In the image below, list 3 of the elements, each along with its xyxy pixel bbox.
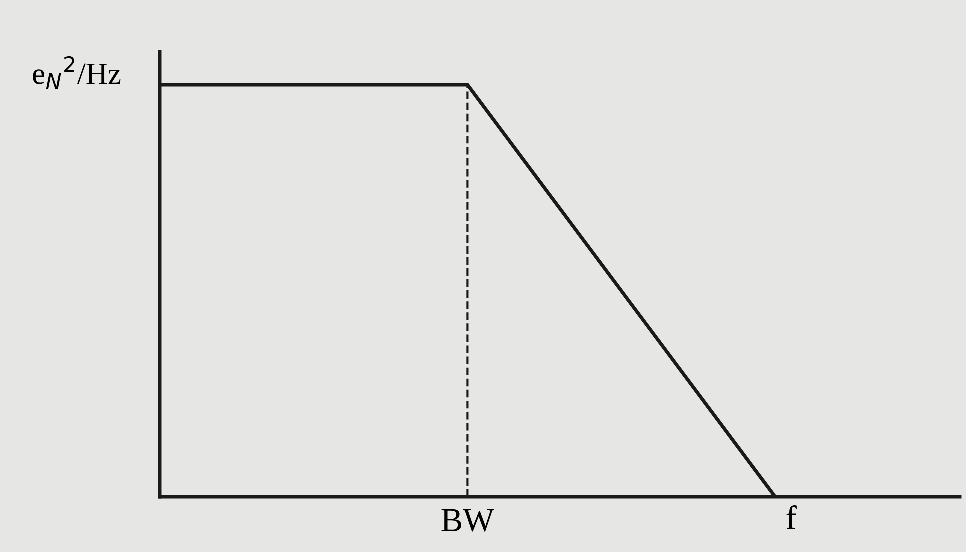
x-axis-title: f [786,506,797,530]
y-axis-title: e$_{N}$$^{2}$/Hz [33,56,121,90]
text: BW [442,509,494,532]
